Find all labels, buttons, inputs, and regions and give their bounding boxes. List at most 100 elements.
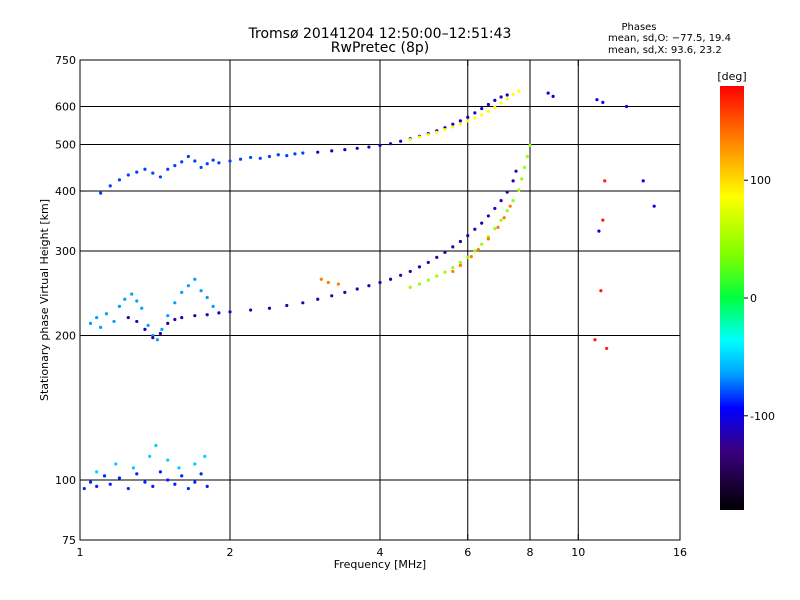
echo-point: [95, 315, 99, 320]
echo-point: [435, 255, 439, 259]
echo-point: [228, 310, 232, 314]
echo-point: [180, 160, 184, 164]
echo-point: [517, 89, 521, 93]
echo-point: [193, 277, 197, 281]
echo-point: [146, 323, 150, 327]
echo-point: [258, 156, 262, 160]
echo-point: [117, 476, 122, 480]
echo-point: [180, 474, 184, 478]
echo-point: [480, 113, 484, 117]
echo-point: [186, 154, 190, 159]
echo-point: [522, 165, 527, 170]
echo-point: [597, 229, 601, 233]
x-tick-label: 6: [464, 546, 471, 559]
echo-point: [135, 170, 139, 174]
echo-point: [466, 255, 470, 259]
echo-point: [480, 107, 484, 111]
echo-point: [126, 486, 130, 491]
echo-point: [99, 191, 103, 195]
echo-point: [193, 159, 197, 163]
y-tick-label: 600: [55, 101, 76, 114]
y-tick-label: 300: [55, 245, 76, 258]
echo-point: [605, 346, 609, 351]
echo-point: [203, 454, 207, 459]
echo-point: [166, 478, 170, 482]
echo-point: [603, 179, 607, 183]
echo-point: [108, 482, 112, 486]
echo-point: [180, 315, 184, 320]
echo-point: [177, 466, 181, 470]
echo-point: [151, 336, 155, 340]
echo-point: [451, 122, 455, 126]
echo-point: [166, 314, 170, 318]
echo-point: [211, 304, 215, 309]
echo-point: [217, 161, 221, 165]
echo-point: [443, 250, 447, 255]
colorbar-tick-label: -100: [750, 410, 775, 423]
x-tick-label: 2: [227, 546, 234, 559]
echo-point: [551, 94, 555, 98]
echo-point: [158, 470, 163, 474]
echo-point: [458, 260, 463, 265]
echo-point: [473, 111, 477, 115]
echo-point: [367, 284, 371, 288]
echo-point: [82, 486, 86, 491]
echo-point: [458, 122, 463, 126]
echo-point: [451, 245, 455, 249]
echo-point: [180, 290, 184, 294]
echo-point: [135, 472, 139, 476]
echo-point: [211, 158, 215, 162]
echo-point: [451, 125, 455, 129]
echo-point: [505, 190, 509, 194]
echo-point: [123, 297, 127, 301]
echo-point: [473, 116, 477, 120]
echo-point: [130, 292, 134, 296]
echo-point: [502, 216, 506, 220]
phases-heading: Phases: [621, 22, 657, 33]
echo-point: [408, 285, 412, 289]
echo-point: [143, 480, 147, 484]
echo-point: [160, 327, 164, 331]
echo-point: [158, 331, 163, 336]
echo-point: [173, 482, 177, 486]
echo-point: [476, 248, 480, 252]
echo-point: [316, 150, 320, 154]
echo-point: [601, 218, 605, 222]
echo-point: [417, 282, 422, 286]
grid: [80, 60, 680, 540]
echo-point: [367, 145, 371, 149]
echo-point: [451, 266, 455, 270]
echo-point: [499, 95, 503, 99]
phase-colorbar: [720, 86, 744, 510]
echo-point: [466, 234, 470, 238]
axes: 1 2 4 6 8 10 16 75 100 200 300 400 500 600 750: [55, 54, 687, 559]
colorbar-label: [deg]: [717, 70, 746, 83]
echo-point: [228, 159, 232, 163]
echo-point: [193, 480, 197, 484]
echo-point: [458, 263, 463, 267]
echo-point: [293, 152, 297, 156]
echo-point: [486, 102, 490, 107]
echo-point: [104, 312, 109, 316]
echo-point: [99, 325, 103, 329]
echo-point: [173, 317, 177, 322]
echo-point: [199, 472, 203, 476]
echo-point: [166, 167, 170, 171]
echo-point: [480, 242, 484, 246]
echo-point: [316, 297, 320, 301]
echo-point: [205, 295, 209, 300]
echo-point: [399, 273, 403, 277]
echo-point: [117, 178, 122, 182]
scatter-points: [82, 89, 656, 491]
echo-point: [143, 327, 147, 331]
echo-point: [435, 130, 439, 134]
echo-point: [417, 265, 422, 269]
echo-point: [378, 143, 382, 147]
echo-point: [599, 289, 603, 293]
echo-point: [466, 115, 470, 119]
echo-point: [652, 204, 656, 208]
echo-point: [399, 139, 403, 143]
echo-point: [378, 280, 382, 285]
echo-point: [117, 304, 122, 309]
echo-point: [205, 484, 209, 488]
